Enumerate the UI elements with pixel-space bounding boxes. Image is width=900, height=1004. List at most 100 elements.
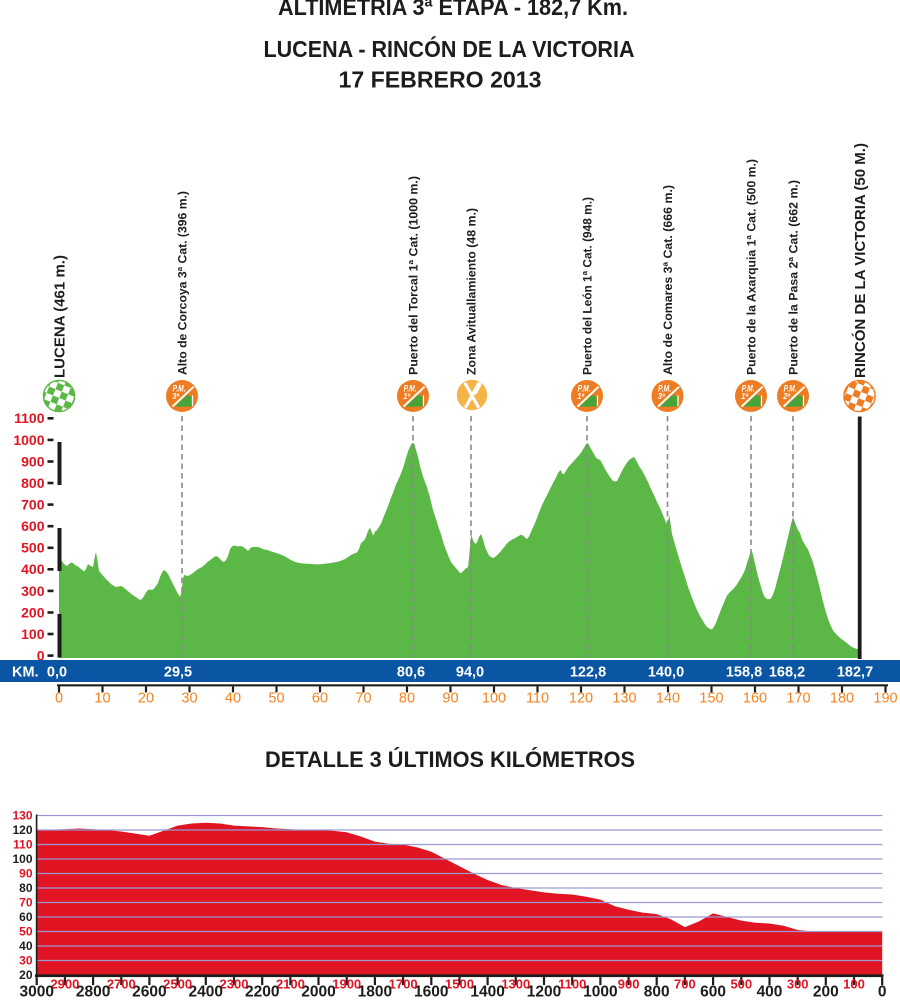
- svg-text:60: 60: [312, 691, 328, 707]
- svg-text:80: 80: [19, 881, 33, 895]
- svg-text:80,6: 80,6: [397, 665, 425, 681]
- svg-text:70: 70: [355, 691, 371, 707]
- svg-text:800: 800: [644, 984, 670, 1000]
- svg-text:168,2: 168,2: [769, 665, 805, 681]
- svg-text:150: 150: [699, 691, 723, 707]
- svg-text:140: 140: [656, 691, 680, 707]
- svg-text:80: 80: [399, 691, 415, 707]
- svg-text:Alto de Corcoya 3ª Cat. (396 m: Alto de Corcoya 3ª Cat. (396 m.): [175, 191, 189, 375]
- svg-text:158,8: 158,8: [726, 665, 762, 681]
- svg-text:Zona Avituallamiento (48 m.): Zona Avituallamiento (48 m.): [464, 208, 478, 375]
- svg-text:120: 120: [569, 691, 593, 707]
- svg-text:400: 400: [757, 984, 783, 1000]
- svg-text:400: 400: [21, 561, 45, 577]
- svg-text:1ª: 1ª: [403, 392, 411, 401]
- svg-text:122,8: 122,8: [570, 665, 606, 681]
- svg-text:182,7: 182,7: [837, 665, 873, 681]
- svg-text:0,0: 0,0: [47, 665, 67, 681]
- svg-text:94,0: 94,0: [456, 665, 484, 681]
- svg-text:120: 120: [12, 823, 32, 837]
- svg-text:180: 180: [830, 691, 854, 707]
- svg-text:1000: 1000: [13, 432, 44, 448]
- svg-text:500: 500: [21, 540, 45, 556]
- svg-text:1100: 1100: [558, 977, 586, 992]
- svg-text:2600: 2600: [132, 984, 166, 1000]
- svg-text:3ª: 3ª: [658, 392, 666, 401]
- svg-text:DETALLE 3 ÚLTIMOS KILÓMETROS: DETALLE 3 ÚLTIMOS KILÓMETROS: [265, 747, 635, 772]
- svg-text:Puerto de la Axarquia 1ª Cat.: Puerto de la Axarquia 1ª Cat. (500 m.): [744, 159, 758, 375]
- svg-text:110: 110: [13, 838, 33, 852]
- svg-text:130: 130: [612, 691, 636, 707]
- svg-text:700: 700: [674, 977, 696, 992]
- svg-text:200: 200: [813, 984, 839, 1000]
- svg-text:2800: 2800: [76, 984, 110, 1000]
- svg-text:1100: 1100: [14, 410, 45, 426]
- svg-text:100: 100: [482, 691, 506, 707]
- svg-text:2ª: 2ª: [782, 392, 791, 401]
- svg-text:1900: 1900: [332, 977, 361, 992]
- svg-text:29,5: 29,5: [164, 665, 192, 681]
- svg-text:2700: 2700: [107, 977, 136, 992]
- svg-text:300: 300: [21, 583, 45, 599]
- svg-text:130: 130: [12, 809, 32, 823]
- svg-text:1200: 1200: [527, 984, 561, 1000]
- svg-text:1400: 1400: [470, 984, 504, 1000]
- svg-text:Alto de Comares 3ª Cat. (666 m: Alto de Comares 3ª Cat. (666 m.): [661, 185, 675, 375]
- svg-text:2300: 2300: [220, 977, 249, 992]
- svg-text:2000: 2000: [301, 984, 335, 1000]
- svg-text:90: 90: [442, 691, 458, 707]
- svg-text:140,0: 140,0: [648, 665, 684, 681]
- svg-text:30: 30: [19, 954, 33, 968]
- svg-text:40: 40: [225, 691, 241, 707]
- svg-text:Puerto del Torcal 1ª Cat. (100: Puerto del Torcal 1ª Cat. (1000 m.): [406, 176, 420, 375]
- svg-text:40: 40: [19, 939, 33, 953]
- svg-text:500: 500: [730, 977, 752, 992]
- svg-text:1300: 1300: [501, 977, 530, 992]
- svg-text:LUCENA (461 m.): LUCENA (461 m.): [51, 255, 68, 378]
- svg-text:2400: 2400: [189, 984, 223, 1000]
- svg-text:100: 100: [843, 977, 865, 992]
- svg-text:190: 190: [873, 691, 897, 707]
- svg-text:1800: 1800: [358, 984, 392, 1000]
- svg-text:RINCÓN DE LA VICTORIA (50 M.): RINCÓN DE LA VICTORIA (50 M.): [851, 143, 869, 378]
- svg-text:2100: 2100: [276, 977, 305, 992]
- svg-text:600: 600: [700, 984, 726, 1000]
- svg-text:900: 900: [21, 453, 45, 469]
- svg-text:3000: 3000: [19, 984, 53, 1000]
- svg-text:900: 900: [618, 977, 640, 992]
- svg-text:20: 20: [138, 691, 154, 707]
- svg-text:160: 160: [743, 691, 767, 707]
- svg-text:ALTIMETRÍA 3ª ETAPA - 182,7 Km: ALTIMETRÍA 3ª ETAPA - 182,7 Km.: [278, 0, 628, 20]
- svg-text:90: 90: [19, 867, 33, 881]
- svg-text:30: 30: [181, 691, 197, 707]
- svg-text:50: 50: [268, 691, 284, 707]
- svg-text:1700: 1700: [389, 977, 418, 992]
- svg-text:100: 100: [21, 626, 45, 642]
- svg-text:3ª: 3ª: [172, 392, 180, 401]
- svg-text:LUCENA - RINCÓN DE LA VICTORIA: LUCENA - RINCÓN DE LA VICTORIA: [264, 35, 635, 62]
- svg-text:170: 170: [786, 691, 810, 707]
- svg-text:70: 70: [19, 896, 33, 910]
- svg-text:Puerto de la Pasa 2ª Cat. (662: Puerto de la Pasa 2ª Cat. (662 m.): [786, 180, 800, 375]
- svg-text:600: 600: [21, 518, 45, 534]
- svg-text:1ª: 1ª: [741, 392, 749, 401]
- svg-text:20: 20: [19, 968, 33, 982]
- svg-text:17 FEBRERO 2013: 17 FEBRERO 2013: [339, 67, 542, 93]
- svg-text:0: 0: [37, 648, 45, 664]
- svg-text:Puerto del León 1ª Cat. (948 m: Puerto del León 1ª Cat. (948 m.): [580, 197, 594, 375]
- svg-text:200: 200: [21, 604, 45, 620]
- svg-text:60: 60: [19, 910, 33, 924]
- svg-text:1600: 1600: [414, 984, 448, 1000]
- svg-text:1000: 1000: [583, 984, 617, 1000]
- svg-text:0: 0: [878, 984, 887, 1000]
- svg-text:10: 10: [94, 691, 110, 707]
- svg-text:1500: 1500: [445, 977, 474, 992]
- svg-text:0: 0: [55, 691, 63, 707]
- svg-text:50: 50: [19, 925, 33, 939]
- svg-text:1ª: 1ª: [577, 392, 585, 401]
- svg-text:2200: 2200: [245, 984, 279, 1000]
- svg-text:KM.: KM.: [12, 665, 39, 681]
- svg-text:2900: 2900: [50, 977, 79, 992]
- svg-text:700: 700: [21, 497, 45, 513]
- svg-text:100: 100: [12, 852, 32, 866]
